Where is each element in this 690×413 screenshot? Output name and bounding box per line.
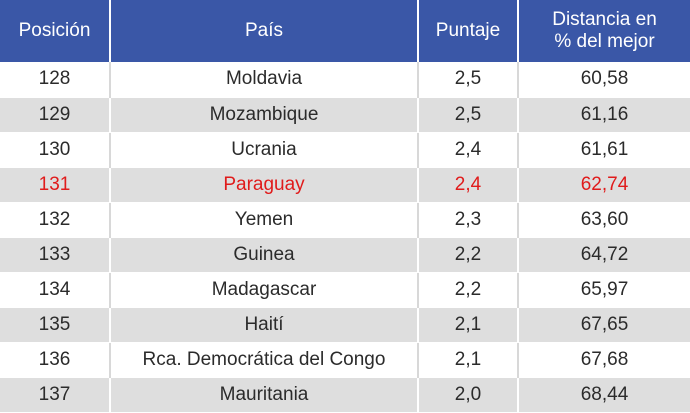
- cell-distancia: 64,72: [518, 237, 690, 273]
- cell-posicion: 132: [0, 202, 111, 238]
- cell-posicion: 131: [0, 167, 111, 203]
- cell-puntaje: 2,2: [418, 237, 519, 273]
- table-row: 131 Paraguay 2,4 62,74: [0, 167, 690, 203]
- cell-pais: Yemen: [110, 202, 419, 238]
- cell-puntaje: 2,1: [418, 307, 519, 343]
- cell-pais: Rca. Democrática del Congo: [110, 342, 419, 378]
- table-row: 133 Guinea 2,2 64,72: [0, 237, 690, 273]
- cell-pais: Guinea: [110, 237, 419, 273]
- cell-distancia: 67,65: [518, 307, 690, 343]
- table-row: 130 Ucrania 2,4 61,61: [0, 132, 690, 168]
- table-row: 132 Yemen 2,3 63,60: [0, 202, 690, 238]
- table-row: 136 Rca. Democrática del Congo 2,1 67,68: [0, 342, 690, 378]
- header-puntaje: Puntaje: [418, 0, 519, 62]
- cell-puntaje: 2,5: [418, 97, 519, 133]
- cell-pais: Paraguay: [110, 167, 419, 203]
- cell-posicion: 130: [0, 132, 111, 168]
- cell-posicion: 128: [0, 62, 111, 98]
- cell-pais: Ucrania: [110, 132, 419, 168]
- cell-pais: Moldavia: [110, 62, 419, 98]
- cell-puntaje: 2,2: [418, 272, 519, 308]
- table-row: 128 Moldavia 2,5 60,58: [0, 62, 690, 98]
- header-posicion: Posición: [0, 0, 111, 62]
- header-pais: País: [110, 0, 419, 62]
- cell-puntaje: 2,1: [418, 342, 519, 378]
- cell-posicion: 129: [0, 97, 111, 133]
- table-header: Posición País Puntaje Distancia en % del…: [0, 0, 690, 62]
- cell-distancia: 65,97: [518, 272, 690, 308]
- cell-pais: Madagascar: [110, 272, 419, 308]
- cell-pais: Mozambique: [110, 97, 419, 133]
- cell-posicion: 136: [0, 342, 111, 378]
- header-distancia: Distancia en % del mejor: [518, 0, 690, 62]
- table-row: 134 Madagascar 2,2 65,97: [0, 272, 690, 308]
- cell-distancia: 67,68: [518, 342, 690, 378]
- cell-puntaje: 2,4: [418, 132, 519, 168]
- cell-puntaje: 2,4: [418, 167, 519, 203]
- cell-distancia: 63,60: [518, 202, 690, 238]
- table-row: 137 Mauritania 2,0 68,44: [0, 377, 690, 413]
- header-row: Posición País Puntaje Distancia en % del…: [0, 0, 690, 62]
- cell-puntaje: 2,3: [418, 202, 519, 238]
- table-body: 128 Moldavia 2,5 60,58 129 Mozambique 2,5 61,16…: [0, 62, 690, 413]
- cell-puntaje: 2,5: [418, 62, 519, 98]
- cell-distancia: 68,44: [518, 377, 690, 413]
- cell-distancia: 61,16: [518, 97, 690, 133]
- cell-posicion: 134: [0, 272, 111, 308]
- table-row: 135 Haití 2,1 67,65: [0, 307, 690, 343]
- cell-posicion: 135: [0, 307, 111, 343]
- cell-distancia: 61,61: [518, 132, 690, 168]
- table-row: 129 Mozambique 2,5 61,16: [0, 97, 690, 133]
- cell-puntaje: 2,0: [418, 377, 519, 413]
- cell-distancia: 60,58: [518, 62, 690, 98]
- cell-posicion: 133: [0, 237, 111, 273]
- cell-distancia: 62,74: [518, 167, 690, 203]
- cell-pais: Mauritania: [110, 377, 419, 413]
- cell-pais: Haití: [110, 307, 419, 343]
- cell-posicion: 137: [0, 377, 111, 413]
